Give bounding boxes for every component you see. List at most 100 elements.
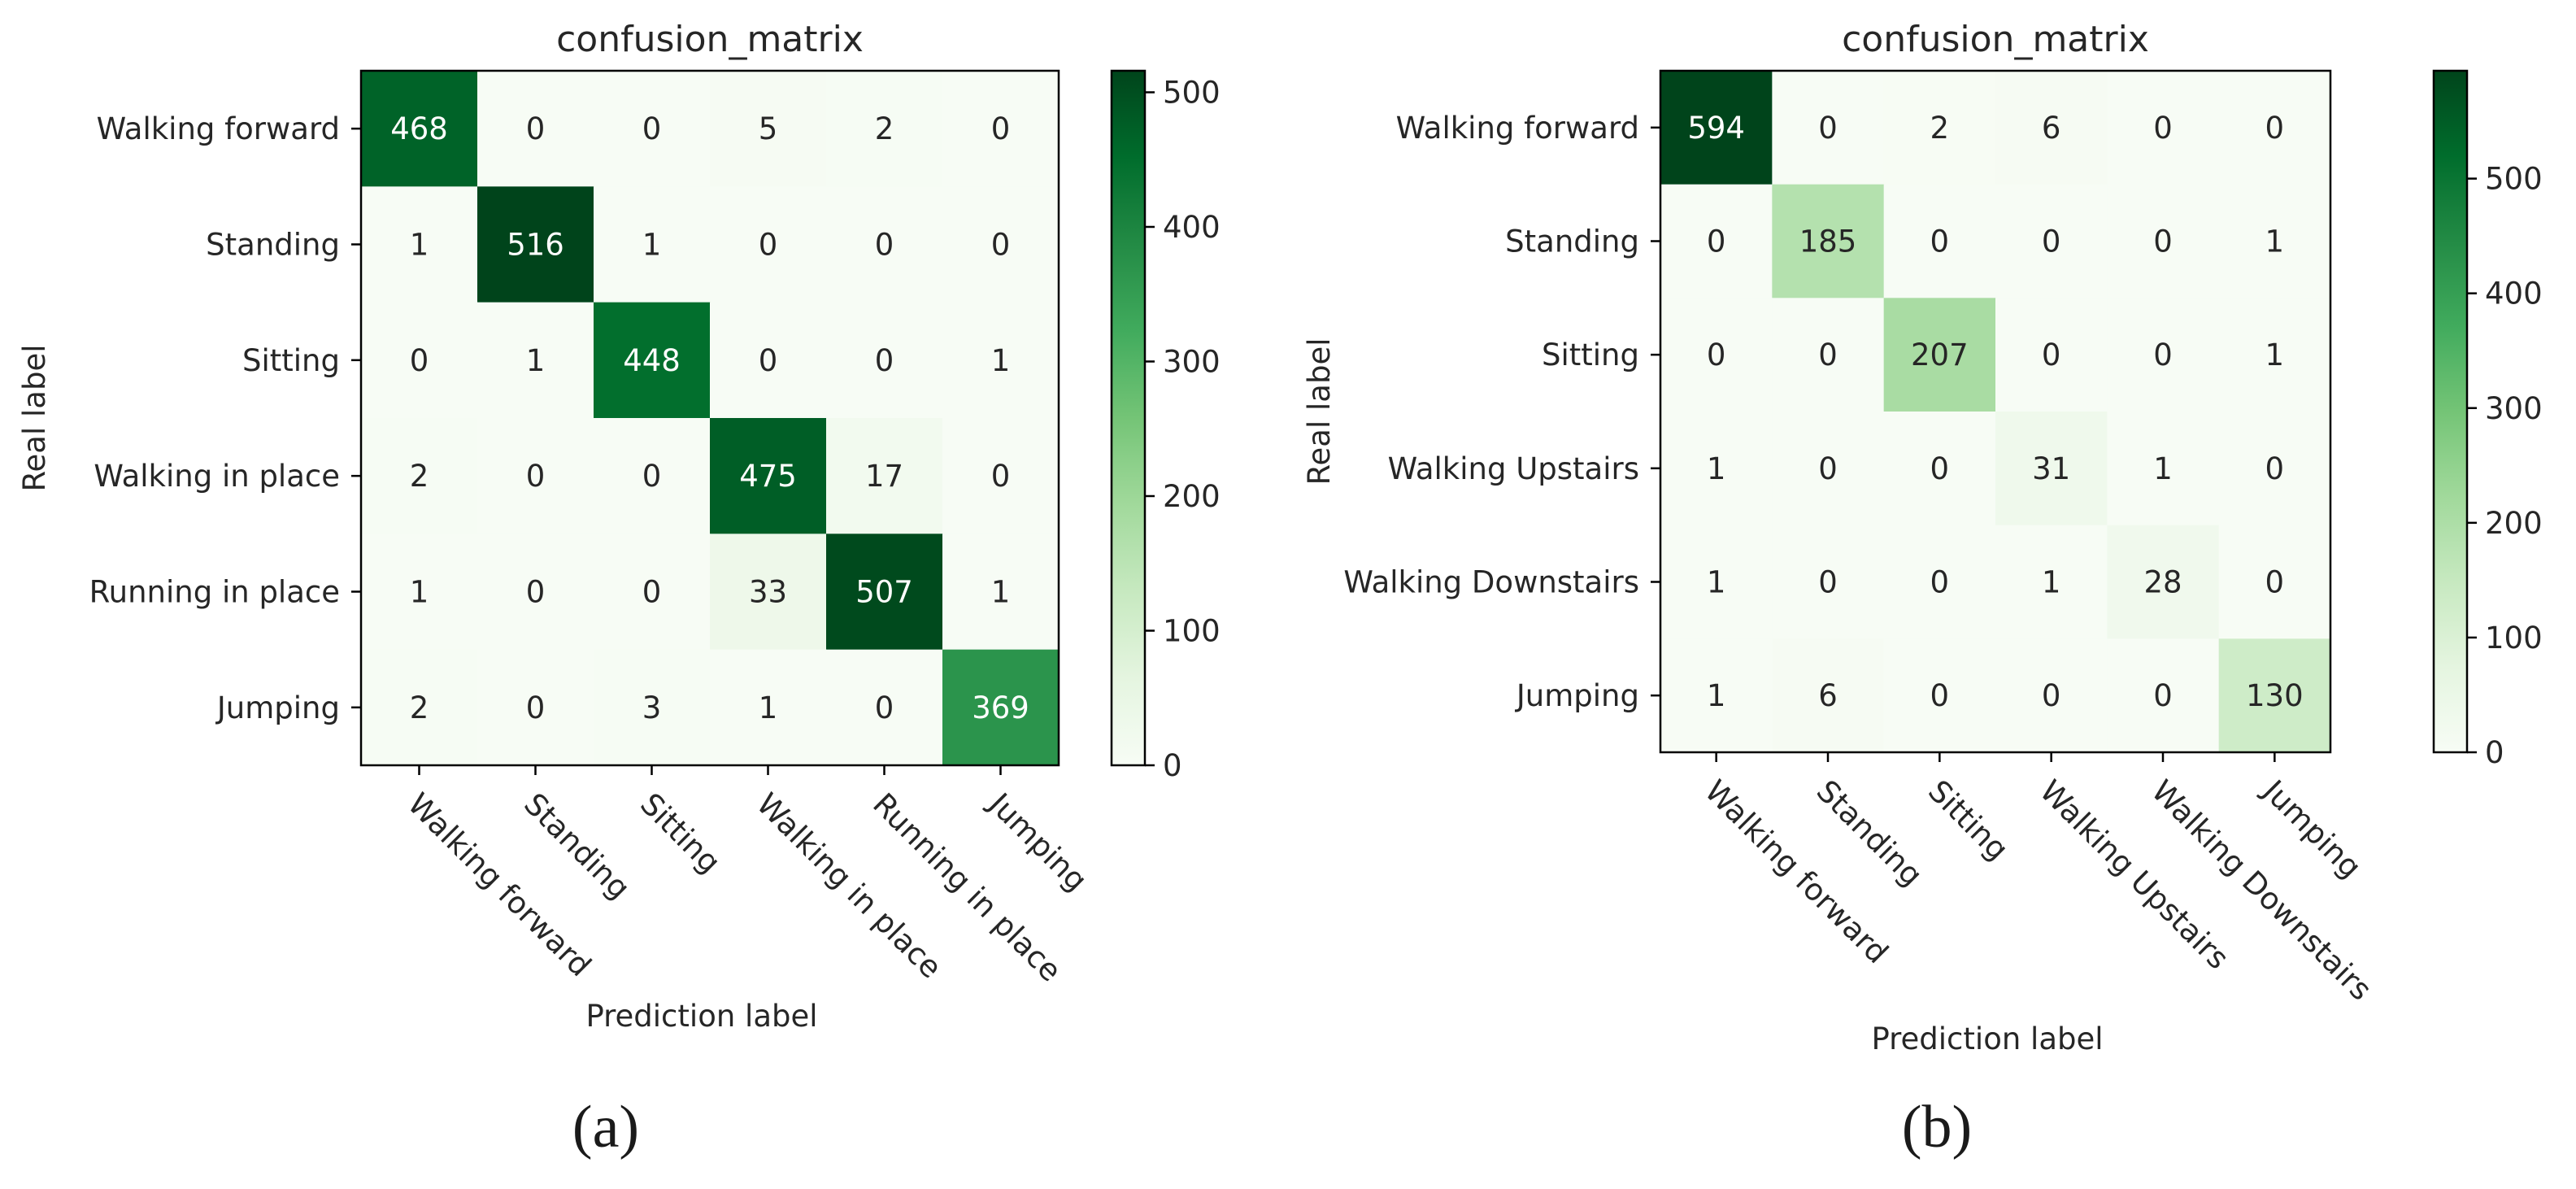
matrix-cell: [942, 186, 1060, 303]
cell-value: 0: [526, 575, 546, 610]
cell-value: 0: [875, 228, 894, 263]
matrix-cell: [2218, 525, 2331, 639]
matrix-frame: [1659, 69, 2332, 754]
matrix-cell: [710, 71, 827, 187]
cell-value: 2: [410, 690, 429, 725]
cell-value: 0: [2153, 224, 2173, 259]
cell-value: 0: [2265, 111, 2285, 146]
matrix-cell: [1995, 298, 2108, 412]
y-tick-label: Running in place: [89, 575, 340, 610]
cell-value: 1: [759, 690, 778, 725]
cell-value: 0: [991, 111, 1011, 146]
matrix-cell: [1883, 184, 1996, 298]
matrix-cell: [594, 71, 711, 187]
colorbar-tick-label: 500: [2485, 162, 2543, 197]
cell-value: 0: [1707, 224, 1726, 259]
cell-value: 1: [526, 343, 546, 378]
matrix-cell: [477, 71, 594, 187]
y-tick-label: Standing: [206, 228, 340, 263]
cell-value: 0: [410, 343, 429, 378]
matrix-cell: [942, 649, 1060, 766]
cell-value: 2: [410, 459, 429, 494]
cell-value: 207: [1911, 338, 1969, 372]
cell-value: 0: [2042, 678, 2061, 713]
cell-value: 0: [2042, 224, 2061, 259]
matrix-cell: [710, 649, 827, 766]
x-tick-label: Sitting: [1921, 773, 2015, 867]
cell-value: 0: [1930, 451, 1950, 486]
matrix-cell: [942, 418, 1060, 534]
y-tick-label: Jumping: [215, 690, 340, 725]
matrix-cell: [942, 71, 1060, 187]
matrix-cell: [1995, 412, 2108, 526]
cell-value: 1: [2265, 224, 2285, 259]
cell-value: 0: [642, 459, 662, 494]
cell-value: 0: [1818, 338, 1838, 372]
cell-value: 0: [991, 228, 1011, 263]
colorbar-tick-label: 100: [2485, 621, 2543, 655]
matrix-cell: [1772, 638, 1885, 753]
matrix-cell: [361, 186, 478, 303]
matrix-cell: [710, 534, 827, 651]
matrix-cell: [594, 186, 711, 303]
colorbar-tick-label: 200: [2485, 506, 2543, 541]
cell-value: 475: [739, 459, 797, 494]
cell-value: 0: [1930, 565, 1950, 600]
matrix-cell: [1883, 412, 1996, 526]
matrix-cell: [826, 649, 943, 766]
matrix-cell: [942, 534, 1060, 651]
cell-value: 33: [749, 575, 787, 610]
cell-value: 0: [2153, 678, 2173, 713]
cell-value: 1: [991, 575, 1011, 610]
cell-value: 31: [2032, 451, 2070, 486]
matrix-cell: [1883, 71, 1996, 185]
y-tick-label: Standing: [1505, 224, 1639, 259]
colorbar-tick-label: 200: [1163, 479, 1221, 514]
x-tick-label: Standing: [1810, 773, 1930, 893]
cell-value: 0: [1930, 678, 1950, 713]
matrix-cell: [477, 649, 594, 766]
x-axis-label: Prediction label: [585, 999, 817, 1034]
matrix-cell: [2218, 638, 2331, 753]
colorbar-tick-label: 400: [2485, 277, 2543, 311]
chart-title: confusion_matrix: [556, 19, 864, 60]
matrix-cell: [1995, 71, 2108, 185]
matrix-cell: [477, 418, 594, 534]
colorbar-tick-label: 300: [1163, 344, 1221, 379]
chart-title: confusion_matrix: [1842, 19, 2149, 60]
matrix-cell: [2107, 412, 2220, 526]
matrix-cell: [1660, 638, 1773, 753]
cell-value: 0: [1818, 565, 1838, 600]
y-tick-label: Sitting: [1542, 338, 1639, 372]
cell-value: 1: [991, 343, 1011, 378]
colorbar-tick-label: 300: [2485, 391, 2543, 426]
panel-caption: (a): [572, 1094, 639, 1161]
x-tick-label: Sitting: [633, 786, 727, 880]
x-tick-label: Walking Upstairs: [2033, 773, 2235, 976]
cell-value: 0: [526, 459, 546, 494]
cell-value: 1: [1707, 678, 1726, 713]
matrix-cell: [594, 534, 711, 651]
matrix-cell: [1772, 412, 1885, 526]
matrix-cell: [826, 418, 943, 534]
matrix-cell: [1772, 184, 1885, 298]
matrix-cell: [477, 534, 594, 651]
x-tick-label: Walking forward: [1698, 773, 1895, 970]
y-tick-label: Walking Upstairs: [1388, 451, 1639, 486]
colorbar: [1110, 69, 1147, 767]
matrix-cell: [361, 534, 478, 651]
cell-value: 2: [875, 111, 894, 146]
matrix-cell: [2218, 298, 2331, 412]
matrix-cell: [2107, 525, 2220, 639]
x-tick-label: Standing: [517, 786, 637, 906]
cell-value: 594: [1687, 111, 1745, 146]
matrix-cell: [477, 186, 594, 303]
matrix-cell: [1995, 525, 2108, 639]
x-axis-label: Prediction label: [1871, 1021, 2103, 1056]
matrix-cell: [2107, 298, 2220, 412]
y-tick-label: Walking forward: [1396, 111, 1639, 146]
cell-value: 0: [2042, 338, 2061, 372]
colorbar: [2432, 69, 2469, 754]
cell-value: 448: [623, 343, 681, 378]
matrix-cell: [942, 302, 1060, 419]
